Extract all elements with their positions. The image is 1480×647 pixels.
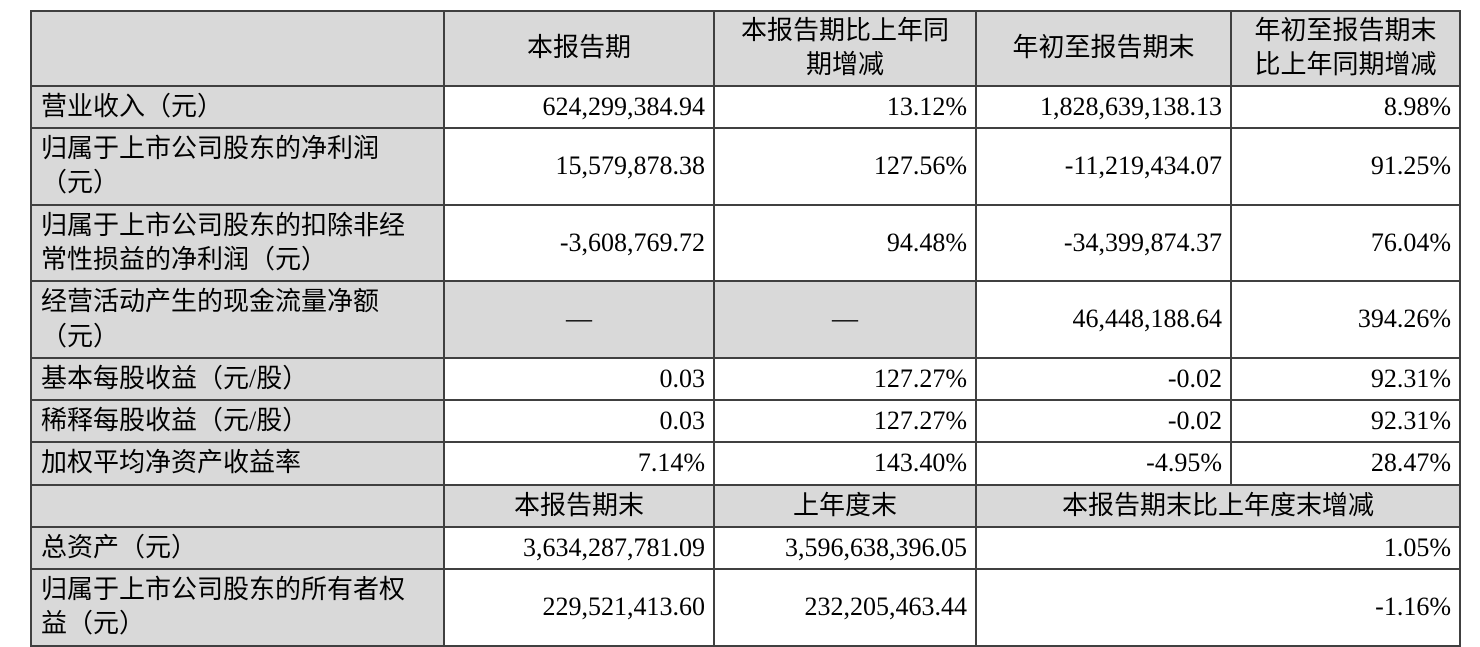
- row-label: 经营活动产生的现金流量净额 （元）: [30, 280, 445, 359]
- value-current-period: -3,608,769.72: [443, 203, 715, 283]
- header-period-end-change: 本报告期末比上年度末增减: [975, 483, 1461, 528]
- row-label: 归属于上市公司股东的净利润 （元）: [30, 126, 445, 206]
- header-current-period: 本报告期: [443, 10, 715, 87]
- row-label: 加权平均净资产收益率: [30, 441, 445, 486]
- table-row-total-assets: 总资产（元） 3,634,287,781.09 3,596,638,396.05…: [30, 525, 1461, 571]
- value-ytd-change: 92.31%: [1230, 399, 1461, 444]
- row-label: 基本每股收益（元/股）: [30, 356, 445, 402]
- value-period-end-change: 1.05%: [975, 525, 1461, 571]
- value-period-end: 3,634,287,781.09: [443, 525, 715, 571]
- value-ytd-change: 76.04%: [1230, 203, 1461, 283]
- table-row-revenue: 营业收入（元） 624,299,384.94 13.12% 1,828,639,…: [30, 84, 1461, 129]
- row-label: 营业收入（元）: [30, 84, 445, 129]
- value-ytd: -11,219,434.07: [975, 126, 1232, 206]
- value-current-period: —: [443, 280, 715, 359]
- value-current-period: 0.03: [443, 399, 715, 444]
- table-row-basic-eps: 基本每股收益（元/股） 0.03 127.27% -0.02 92.31%: [30, 356, 1461, 402]
- table-row-operating-cash-flow: 经营活动产生的现金流量净额 （元） — — 46,448,188.64 394.…: [30, 280, 1461, 359]
- header-prev-year-end: 上年度末: [713, 483, 977, 528]
- row-label: 归属于上市公司股东的扣除非经 常性损益的净利润（元）: [30, 203, 445, 283]
- value-current-period-change: 13.12%: [713, 84, 977, 129]
- header-row-period: 本报告期 本报告期比上年同 期增减 年初至报告期末 年初至报告期末 比上年同期增…: [30, 10, 1461, 87]
- value-prev-year-end: 3,596,638,396.05: [713, 525, 977, 571]
- value-current-period: 7.14%: [443, 441, 715, 486]
- value-ytd-change: 8.98%: [1230, 84, 1461, 129]
- header-ytd-change: 年初至报告期末 比上年同期增减: [1230, 10, 1461, 87]
- value-period-end: 229,521,413.60: [443, 568, 715, 647]
- value-ytd: -34,399,874.37: [975, 203, 1232, 283]
- header-corner: [30, 10, 445, 87]
- value-ytd: 46,448,188.64: [975, 280, 1232, 359]
- table-row-equity: 归属于上市公司股东的所有者权 益（元） 229,521,413.60 232,2…: [30, 568, 1461, 647]
- table-row-net-profit: 归属于上市公司股东的净利润 （元） 15,579,878.38 127.56% …: [30, 126, 1461, 206]
- value-ytd-change: 394.26%: [1230, 280, 1461, 359]
- value-current-period-change: —: [713, 280, 977, 359]
- value-ytd: -0.02: [975, 356, 1232, 402]
- value-ytd: -4.95%: [975, 441, 1232, 486]
- key-financials-table: 本报告期 本报告期比上年同 期增减 年初至报告期末 年初至报告期末 比上年同期增…: [30, 10, 1461, 647]
- value-current-period: 624,299,384.94: [443, 84, 715, 129]
- value-current-period-change: 127.27%: [713, 399, 977, 444]
- value-ytd-change: 92.31%: [1230, 356, 1461, 402]
- value-current-period-change: 143.40%: [713, 441, 977, 486]
- value-current-period-change: 127.27%: [713, 356, 977, 402]
- value-current-period: 15,579,878.38: [443, 126, 715, 206]
- value-ytd: 1,828,639,138.13: [975, 84, 1232, 129]
- header-ytd: 年初至报告期末: [975, 10, 1232, 87]
- value-current-period: 0.03: [443, 356, 715, 402]
- value-current-period-change: 127.56%: [713, 126, 977, 206]
- value-ytd: -0.02: [975, 399, 1232, 444]
- table-row-weighted-avg-roe: 加权平均净资产收益率 7.14% 143.40% -4.95% 28.47%: [30, 441, 1461, 486]
- value-ytd-change: 91.25%: [1230, 126, 1461, 206]
- row-label: 总资产（元）: [30, 525, 445, 571]
- value-prev-year-end: 232,205,463.44: [713, 568, 977, 647]
- value-current-period-change: 94.48%: [713, 203, 977, 283]
- header-row-period-end: 本报告期末 上年度末 本报告期末比上年度末增减: [30, 483, 1461, 528]
- table-row-net-profit-excl-nonrecurring: 归属于上市公司股东的扣除非经 常性损益的净利润（元） -3,608,769.72…: [30, 203, 1461, 283]
- row-label: 归属于上市公司股东的所有者权 益（元）: [30, 568, 445, 647]
- header-current-period-change: 本报告期比上年同 期增减: [713, 10, 977, 87]
- header-corner-2: [30, 483, 445, 528]
- row-label: 稀释每股收益（元/股）: [30, 399, 445, 444]
- header-period-end: 本报告期末: [443, 483, 715, 528]
- table-row-diluted-eps: 稀释每股收益（元/股） 0.03 127.27% -0.02 92.31%: [30, 399, 1461, 444]
- value-period-end-change: -1.16%: [975, 568, 1461, 647]
- value-ytd-change: 28.47%: [1230, 441, 1461, 486]
